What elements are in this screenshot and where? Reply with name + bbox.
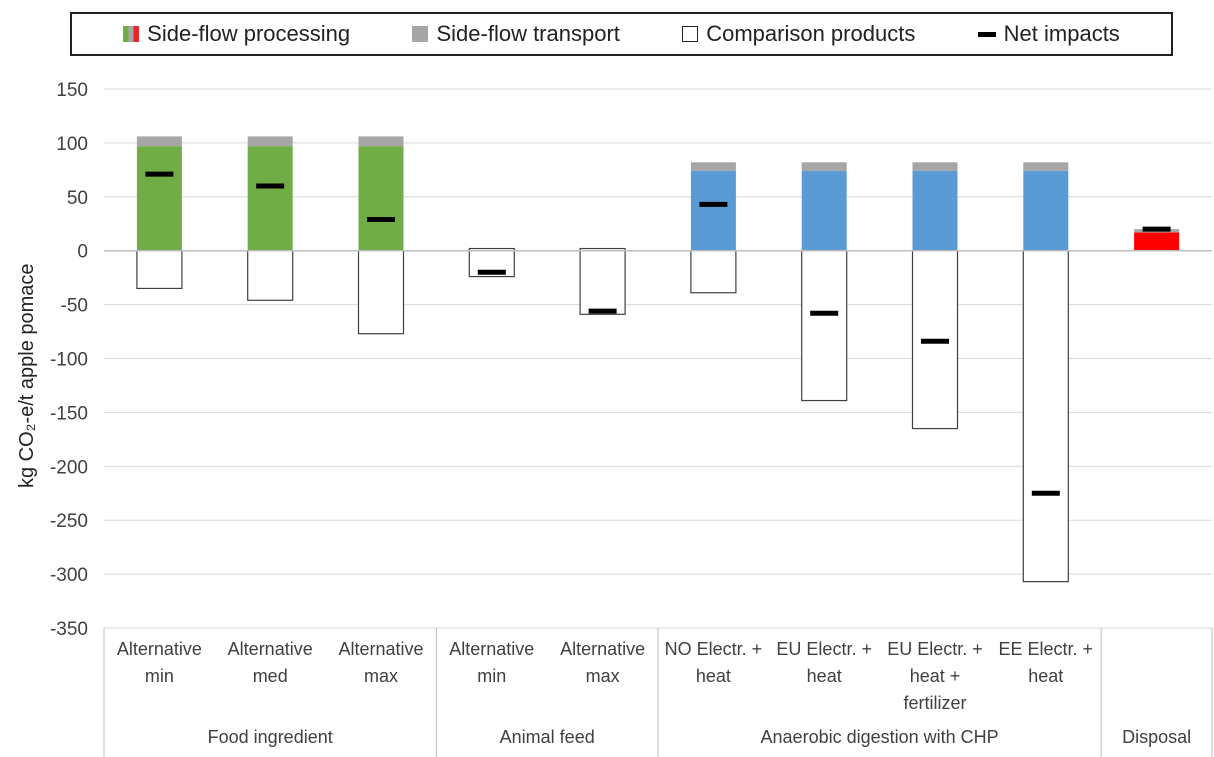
bar-transport [1023, 162, 1069, 171]
category-tick-label: Alternative [449, 639, 534, 659]
category-tick-label: min [477, 666, 506, 686]
category-tick-label: max [586, 666, 620, 686]
category-tick-label: Alternative [228, 639, 313, 659]
group-label: Animal feed [500, 727, 595, 747]
bar-processing [690, 170, 736, 251]
legend-label-processing: Side-flow processing [147, 21, 351, 46]
bar-transport [136, 136, 182, 147]
legend-item-processing: Side-flow processing [123, 21, 350, 47]
legend-label-comparison: Comparison products [706, 21, 916, 46]
group-label: Disposal [1122, 727, 1191, 747]
bar-transport [801, 162, 847, 171]
y-tick-label: 150 [56, 80, 88, 101]
category-tick-label: Alternative [338, 639, 423, 659]
bar-comparison [690, 250, 737, 294]
legend: Side-flow processing Side-flow transport… [70, 12, 1173, 56]
category-tick-label: heat + [910, 666, 961, 686]
legend-swatch-processing [123, 26, 140, 42]
bar-transport [912, 162, 958, 171]
legend-swatch-comparison [682, 26, 699, 42]
y-tick-label: -50 [61, 296, 88, 317]
legend-swatch-transport [412, 26, 429, 42]
y-tick-label: -300 [50, 565, 88, 586]
y-tick-label: -200 [50, 457, 88, 478]
bar-processing [358, 146, 404, 251]
category-tick-label: EU Electr. + [776, 639, 872, 659]
bar-comparison [579, 250, 626, 315]
category-tick-label: min [145, 666, 174, 686]
category-tick-label: heat [696, 666, 731, 686]
category-tick-label: max [364, 666, 398, 686]
bar-transport [247, 136, 293, 147]
y-axis-label: kg CO₂-e/t apple pomace [16, 263, 38, 488]
y-tick-label: -250 [50, 511, 88, 532]
category-tick-label: fertilizer [903, 693, 966, 713]
category-tick-label: EE Electr. + [999, 639, 1094, 659]
y-tick-label: -100 [50, 350, 88, 371]
bar-processing [247, 146, 293, 251]
bar-comparison [801, 250, 848, 402]
category-tick-label: Alternative [560, 639, 645, 659]
y-tick-label: -150 [50, 403, 88, 424]
group-label: Anaerobic digestion with CHP [761, 727, 999, 747]
bar-processing [1134, 232, 1180, 251]
category-tick-label: heat [1028, 666, 1063, 686]
legend-label-transport: Side-flow transport [436, 21, 620, 46]
category-tick-label: Alternative [117, 639, 202, 659]
bar-processing [801, 170, 847, 251]
bar-transport [690, 162, 736, 171]
bar-comparison [247, 250, 294, 301]
y-tick-label: 0 [77, 242, 88, 263]
category-tick-label: heat [807, 666, 842, 686]
group-label: Food ingredient [208, 727, 333, 747]
bar-comparison [357, 250, 405, 335]
legend-swatch-net [977, 31, 996, 37]
legend-item-comparison: Comparison products [682, 21, 915, 47]
category-tick-label: EU Electr. + [887, 639, 983, 659]
legend-label-net: Net impacts [1003, 21, 1120, 46]
bar-processing [1023, 170, 1069, 251]
bar-processing [136, 146, 182, 251]
bar-processing [912, 170, 958, 251]
category-tick-label: med [253, 666, 288, 686]
legend-item-net: Net impacts [977, 21, 1120, 47]
bar-comparison [136, 250, 183, 290]
y-tick-label: 50 [67, 188, 88, 209]
y-tick-label: -350 [50, 619, 88, 640]
bar-transport [358, 136, 404, 147]
category-tick-label: NO Electr. + [665, 639, 763, 659]
y-tick-label: 100 [56, 134, 88, 155]
bar-comparison [1022, 250, 1069, 583]
legend-item-transport: Side-flow transport [412, 21, 620, 47]
